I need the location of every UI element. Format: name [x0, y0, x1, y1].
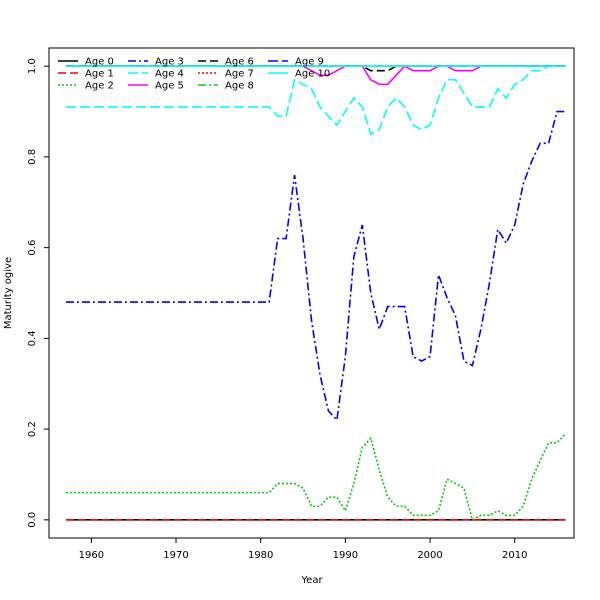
y-axis: 0.0 0.2 0.4 0.6 0.8 1.0 — [27, 58, 49, 528]
plot-area-frame — [48, 47, 575, 539]
legend-label: Age 5 — [155, 81, 184, 92]
x-tick-label: 1970 — [163, 550, 188, 561]
y-tick-label: 0.6 — [27, 240, 38, 256]
legend-label: Age 3 — [155, 57, 184, 68]
y-tick-label: 1.0 — [27, 58, 38, 74]
x-tick-label: 1980 — [248, 550, 273, 561]
x-axis-label: Year — [300, 575, 323, 586]
x-axis: 1960 1970 1980 1990 2000 2010 — [79, 538, 527, 561]
legend-label: Age 8 — [225, 81, 254, 92]
y-tick-label: 0.8 — [27, 149, 38, 165]
x-tick-label: 1990 — [333, 550, 358, 561]
legend-label: Age 6 — [225, 57, 254, 68]
legend-label: Age 9 — [295, 57, 324, 68]
legend-label: Age 2 — [85, 81, 114, 92]
series-line-age-4 — [65, 65, 566, 136]
series-line-age-3 — [65, 110, 566, 422]
x-tick-label: 1960 — [79, 550, 104, 561]
y-tick-label: 0.2 — [27, 421, 38, 437]
x-tick-label: 2000 — [417, 550, 442, 561]
y-tick-label: 0.4 — [27, 330, 38, 346]
legend-label: Age 0 — [85, 57, 114, 68]
series-lines — [65, 65, 567, 522]
legend-label: Age 1 — [85, 69, 114, 80]
y-axis-label: Maturity ogive — [3, 257, 14, 329]
y-tick-label: 0.0 — [27, 512, 38, 528]
legend-label: Age 7 — [225, 69, 254, 80]
legend-label: Age 10 — [295, 69, 330, 80]
legend-label: Age 4 — [155, 69, 184, 80]
x-tick-label: 2010 — [502, 550, 527, 561]
